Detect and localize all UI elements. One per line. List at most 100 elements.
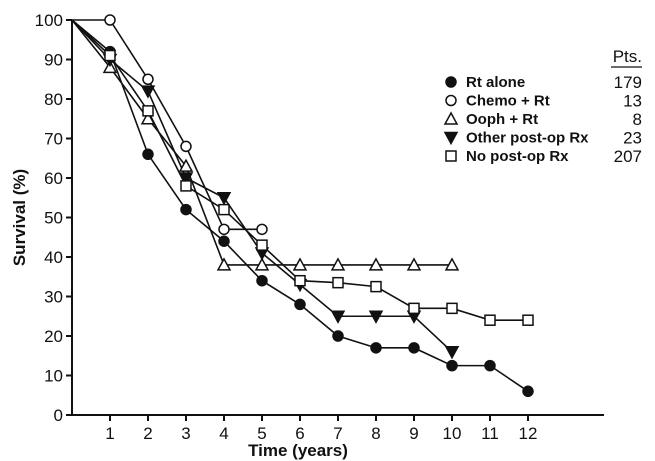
data-point <box>332 276 344 289</box>
legend-count: 23 <box>623 129 642 148</box>
x-tick-label: 11 <box>481 424 499 443</box>
data-point <box>142 73 154 85</box>
data-point <box>178 172 194 186</box>
series-layer <box>71 14 534 398</box>
x-tick-label: 5 <box>257 424 266 443</box>
y-axis-title: Survival (%) <box>10 169 29 266</box>
x-tick-label: 8 <box>371 424 380 443</box>
series-line <box>71 19 453 353</box>
legend-count-header: Pts. <box>613 47 642 66</box>
data-point <box>180 140 192 153</box>
data-point <box>104 49 116 62</box>
data-point <box>368 310 384 324</box>
data-point <box>142 105 154 117</box>
x-tick-label: 3 <box>181 424 190 443</box>
series-markers-1 <box>104 45 534 398</box>
x-tick-label: 12 <box>519 424 538 443</box>
y-tick-label: 70 <box>44 130 63 149</box>
y-tick-label: 80 <box>44 90 63 109</box>
data-point <box>522 385 534 398</box>
series-line <box>71 19 529 392</box>
series-line <box>72 19 262 231</box>
legend-label: Chemo + Rt <box>466 93 550 110</box>
legend-label: Other post-op Rx <box>466 130 589 147</box>
data-point <box>484 359 496 372</box>
data-point <box>332 330 344 342</box>
data-point <box>140 111 156 125</box>
x-tick-label: 4 <box>219 424 228 443</box>
data-point <box>406 257 422 271</box>
y-tick-label: 20 <box>44 327 63 346</box>
data-point <box>446 359 458 372</box>
x-tick-label: 9 <box>409 424 418 443</box>
series-markers-3 <box>102 59 460 271</box>
y-tick-label: 10 <box>44 367 63 386</box>
series-markers-2 <box>104 14 268 236</box>
legend-marker <box>445 94 457 107</box>
data-point <box>216 257 232 271</box>
data-point <box>292 257 308 271</box>
data-point <box>254 257 270 271</box>
data-point <box>408 342 420 354</box>
data-point <box>178 158 194 172</box>
legend-marker <box>443 131 459 146</box>
data-point <box>484 314 496 326</box>
legend-item: No post-op Rx 207 <box>445 147 642 166</box>
data-point <box>368 257 384 271</box>
legend-item: Rt alone 179 <box>445 73 642 92</box>
legend-label: Ooph + Rt <box>466 111 538 128</box>
x-tick-label: 1 <box>105 424 114 443</box>
data-point <box>180 203 192 216</box>
data-point <box>330 310 346 324</box>
data-point <box>142 148 154 161</box>
data-point <box>444 346 460 360</box>
data-point <box>522 314 534 326</box>
x-tick-label: 6 <box>295 424 304 443</box>
data-point <box>218 223 230 236</box>
x-tick-label: 10 <box>443 424 462 443</box>
data-point <box>180 180 192 192</box>
data-point <box>218 235 230 247</box>
series-4 <box>71 19 453 353</box>
y-tick-label: 0 <box>54 406 63 425</box>
legend-marker <box>445 76 457 88</box>
series-markers-4 <box>102 53 460 360</box>
data-point <box>408 302 420 315</box>
data-point <box>218 203 230 216</box>
legend-count: 13 <box>623 92 642 111</box>
y-tick-label: 30 <box>44 288 63 307</box>
y-tick-label: 90 <box>44 51 63 70</box>
legend-label: Rt alone <box>466 74 525 91</box>
data-point <box>330 257 346 271</box>
x-tick-label: 2 <box>143 424 152 443</box>
x-tick-label: 7 <box>333 424 342 443</box>
data-point <box>294 298 306 311</box>
y-tick-label: 40 <box>44 248 63 267</box>
legend-count: 179 <box>614 73 642 92</box>
series-1 <box>71 19 529 392</box>
data-point <box>216 192 232 206</box>
legend-count: 8 <box>633 110 642 129</box>
data-point <box>256 274 268 287</box>
legend-item: Chemo + Rt 13 <box>445 92 642 111</box>
legend-label: No post-op Rx <box>466 148 569 165</box>
legend-count: 207 <box>614 147 642 166</box>
data-point <box>140 85 156 99</box>
y-tick-label: 50 <box>44 209 63 228</box>
legend-marker <box>443 111 459 125</box>
x-axis-title: Time (years) <box>248 441 348 460</box>
legend-item: Other post-op Rx 23 <box>443 129 642 148</box>
data-point <box>294 274 306 287</box>
legend-marker <box>445 150 457 162</box>
y-tick-label: 60 <box>44 169 63 188</box>
data-point <box>370 280 382 293</box>
data-point <box>444 257 460 271</box>
data-point <box>256 223 268 236</box>
y-tick-label: 100 <box>35 11 63 30</box>
series-markers-5 <box>104 49 534 326</box>
data-point <box>446 302 458 315</box>
data-point <box>104 14 116 26</box>
